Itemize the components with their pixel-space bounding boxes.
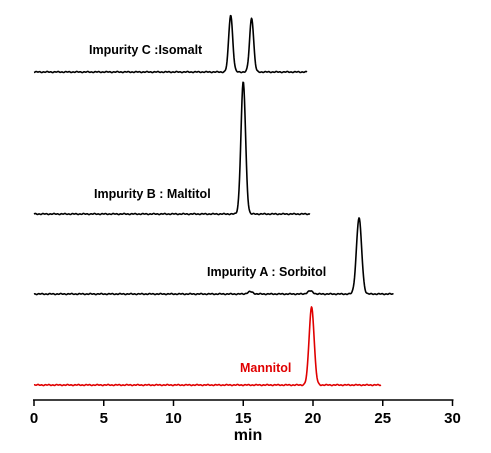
x-axis: 0 5 10 15 20 25 30 [30,399,461,427]
x-tick-label: 10 [165,410,182,427]
trace-line-0 [33,14,308,74]
x-axis-title: min [234,427,262,444]
trace-label-2: Impurity A : Sorbitol [207,265,326,279]
trace-label-0: Impurity C :Isomalt [89,43,203,57]
trace-line-3 [33,306,382,387]
x-tick-label: 0 [30,410,38,427]
trace-line-1 [33,81,311,216]
x-tick-label: 25 [374,410,391,427]
trace-line-2 [33,217,394,296]
trace-group [33,14,394,387]
trace-label-1: Impurity B : Maltitol [94,187,211,201]
trace-label-group: Impurity C :Isomalt Impurity B : Maltitol… [89,43,326,375]
x-tick-label: 5 [100,410,108,427]
x-tick-label: 30 [444,410,461,427]
x-tick-label: 15 [235,410,252,427]
trace-label-3: Mannitol [240,361,291,375]
x-tick-label: 20 [305,410,322,427]
